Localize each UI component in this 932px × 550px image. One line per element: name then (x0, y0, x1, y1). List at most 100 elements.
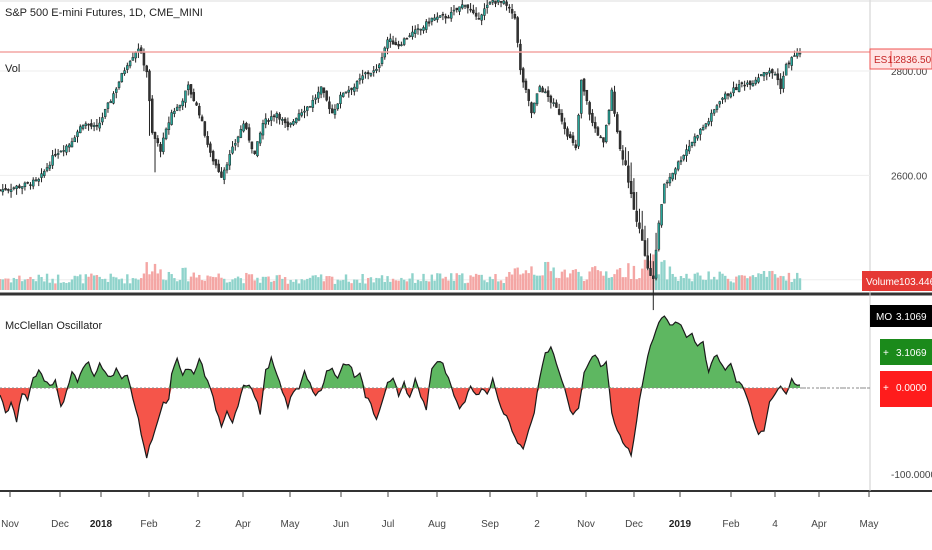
candle-up (793, 55, 796, 57)
volume-bar (358, 282, 362, 290)
volume-bar (270, 281, 273, 290)
time-axis-tick: Sep (481, 519, 499, 530)
volume-label[interactable]: Vol (5, 63, 20, 75)
candle-down (574, 144, 578, 149)
volume-bar (643, 259, 647, 290)
volume-bar (103, 278, 107, 290)
candle-up (732, 87, 735, 94)
candle-down (563, 122, 566, 129)
volume-bar (184, 267, 187, 290)
volume-bar (796, 272, 799, 290)
positive-tag: + 3.1069 (880, 339, 932, 365)
time-axis[interactable]: Nov Dec 2018 Feb 2 Apr May Jun Jul Aug Sep 2 Nov Dec 2… (1, 491, 878, 530)
oscillator-series[interactable] (0, 315, 801, 459)
candle-up (109, 101, 112, 104)
candle-up (784, 64, 788, 76)
volume-bar (275, 275, 279, 290)
candle-up (92, 125, 96, 127)
positive-tag-value: 3.1069 (896, 348, 927, 359)
volume-bar (610, 277, 613, 290)
volume-bar (1, 279, 4, 290)
candle-down (555, 102, 558, 108)
candle-up (696, 135, 699, 139)
candle-up (463, 5, 467, 7)
candle-down (521, 68, 525, 83)
volume-bar (286, 283, 290, 290)
volume-bar (690, 281, 694, 290)
price-series[interactable] (0, 0, 802, 311)
candle-up (704, 123, 708, 128)
time-axis-tick: Nov (577, 519, 595, 530)
volume-bar (48, 282, 52, 290)
candle-up (264, 118, 267, 125)
volume-bar (109, 273, 112, 290)
time-axis-tick: Jul (382, 519, 395, 530)
volume-bar (278, 274, 281, 290)
price-axis-tick: 2600.00 (891, 171, 928, 182)
volume-bar (239, 278, 243, 290)
volume-bar (635, 279, 638, 290)
candle-up (134, 52, 137, 59)
volume-bar (591, 267, 594, 290)
candle-up (164, 128, 168, 139)
volume-bar (618, 268, 622, 290)
volume-bar (84, 274, 88, 290)
candle-down (599, 136, 602, 139)
candle-down (527, 89, 530, 101)
volume-bar (59, 282, 63, 290)
volume-bar (206, 275, 209, 290)
negative-tag-value: 0.0000 (896, 383, 927, 394)
candle-up (790, 57, 793, 66)
candle-up (311, 99, 315, 108)
candle-down (29, 184, 32, 186)
candle-up (292, 121, 295, 125)
volume-bar (178, 279, 182, 290)
candle-down (283, 118, 287, 124)
candle-down (18, 185, 21, 189)
symbol-title[interactable]: S&P 500 E-mini Futures, 1D, CME_MINI (5, 7, 203, 19)
candle-down (591, 112, 594, 123)
volume-bar (433, 280, 436, 290)
candle-down (322, 87, 326, 93)
volume-bar (70, 279, 74, 290)
volume-bar (533, 274, 536, 290)
candle-up (533, 102, 536, 113)
volume-bar (131, 278, 135, 290)
volume-bar (333, 283, 337, 290)
volume-bar (798, 278, 802, 290)
volume-bar (696, 272, 699, 290)
candle-down (200, 116, 204, 122)
candle-down (613, 91, 616, 114)
candle-up (386, 39, 389, 49)
volume-bar (322, 281, 326, 290)
volume-bar (394, 280, 398, 290)
candle-up (724, 93, 727, 100)
volume-bar (231, 279, 234, 290)
candle-down (150, 98, 154, 133)
positive-tag-label: + (883, 348, 889, 359)
volume-bar (311, 275, 315, 290)
volume-bar (175, 281, 179, 290)
volume-bar (272, 280, 276, 290)
candle-up (762, 72, 766, 77)
oscillator-title[interactable]: McClellan Oscillator (5, 320, 103, 332)
candle-down (624, 160, 627, 165)
volume-tag: Volume 103.446K (862, 271, 932, 291)
candle-down (494, 0, 497, 4)
volume-bar (369, 277, 373, 290)
candle-up (261, 123, 265, 136)
candle-up (56, 153, 60, 155)
volume-bar (793, 278, 796, 290)
volume-bar (430, 274, 434, 290)
candle-up (48, 164, 52, 169)
volume-bar (414, 282, 417, 290)
volume-bar (477, 274, 481, 290)
candle-down (513, 14, 517, 19)
candle-down (214, 159, 218, 166)
volume-bar (62, 282, 65, 290)
time-axis-tick: Feb (140, 519, 158, 530)
candle-down (771, 69, 774, 74)
candle-up (660, 204, 663, 226)
